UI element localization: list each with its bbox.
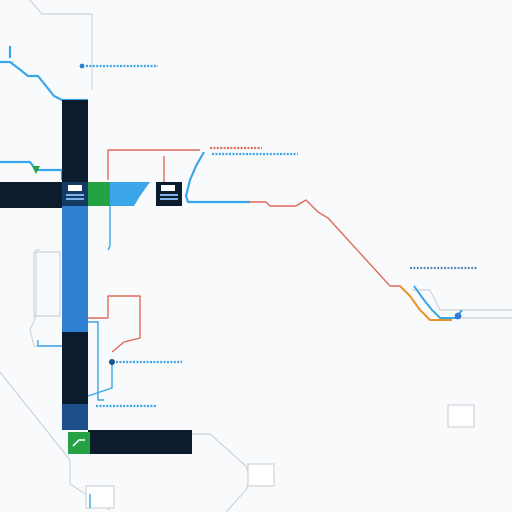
blue-route-bottom-a [88,321,104,401]
red-route-top [107,149,200,180]
red-route-main [250,199,400,287]
light-blue-wedge [110,182,150,206]
blue-trunk-bottom [62,404,88,430]
red-route-left [107,295,141,353]
blue-trunk-segment [62,206,88,332]
route-end-dot-marker [454,312,462,320]
red-routes [88,149,400,353]
blue-route-vertical-a [107,206,111,251]
dark-horizontal-bottom [88,430,192,454]
marker-inner-bar-1 [160,194,178,196]
label-strips [86,64,478,408]
gray-line-right [412,289,512,311]
dark-trunk [0,100,192,454]
dark-trunk-lower [62,332,88,404]
marker-inner-bar-2 [66,198,84,200]
dark-horizontal-left [0,182,62,208]
blue-route-left-mid [0,160,64,180]
marker-arrow-glyph [72,439,85,447]
station-marker-mid[interactable] [156,182,182,206]
gray-line-left-box [33,251,61,317]
blue-route-top-left [0,60,88,102]
dark-trunk-top [62,100,88,182]
station-marker-bottom[interactable] [68,432,90,454]
marker-inner-top [161,185,175,191]
station-marker-left[interactable] [62,182,88,206]
orange-route-segment [399,285,452,321]
stop-marker-icon [109,359,115,365]
marker-inner-bar-1 [66,194,84,196]
arrow-marker-icon [68,432,90,454]
gray-line-bottom-right [192,433,251,512]
stop-marker-icon [79,63,85,69]
blue-route-segment-end [413,285,463,319]
empty-box-bottom-left [85,485,115,509]
empty-box-bottom [247,463,275,487]
marker-inner-top [68,185,82,191]
green-segment-pin [32,166,40,174]
marker-inner-bar-2 [160,198,178,200]
gray-line-top [29,0,93,90]
red-route-left-2 [88,300,109,319]
blue-route-bottom-b [37,340,62,347]
blue-route-curve [184,151,250,204]
blue-route-vertical-b [87,362,113,397]
green-segment-top [88,182,110,206]
empty-box-right [447,404,475,428]
gray-line-left [29,249,62,347]
